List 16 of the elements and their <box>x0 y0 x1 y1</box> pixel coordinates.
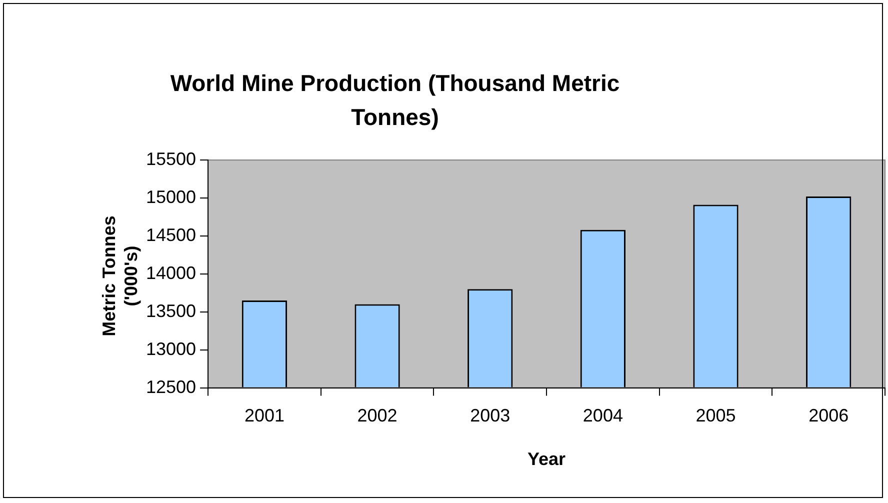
y-tick-label: 14000 <box>146 262 196 283</box>
y-tick-label: 13500 <box>146 300 196 321</box>
y-axis-title: Metric Tonnes ('000's) <box>98 214 142 338</box>
x-tick-label: 2005 <box>696 406 736 426</box>
x-tick-label: 2002 <box>357 406 398 426</box>
y-tick-label: 12500 <box>146 376 196 397</box>
x-tick-label: 2003 <box>470 406 510 426</box>
x-tick-label: 2006 <box>808 406 849 426</box>
y-tick-label: 14500 <box>146 224 196 245</box>
y-tick-label: 13000 <box>146 338 196 359</box>
y-tick-label: 15500 <box>146 148 196 169</box>
chart-title: World Mine Production (Thousand Metric Tonnes) <box>169 69 621 132</box>
x-axis-title: Year <box>528 449 566 470</box>
x-tick-label: 2001 <box>244 406 284 426</box>
y-tick-label: 15000 <box>146 186 196 207</box>
x-tick-label: 2004 <box>582 406 623 426</box>
